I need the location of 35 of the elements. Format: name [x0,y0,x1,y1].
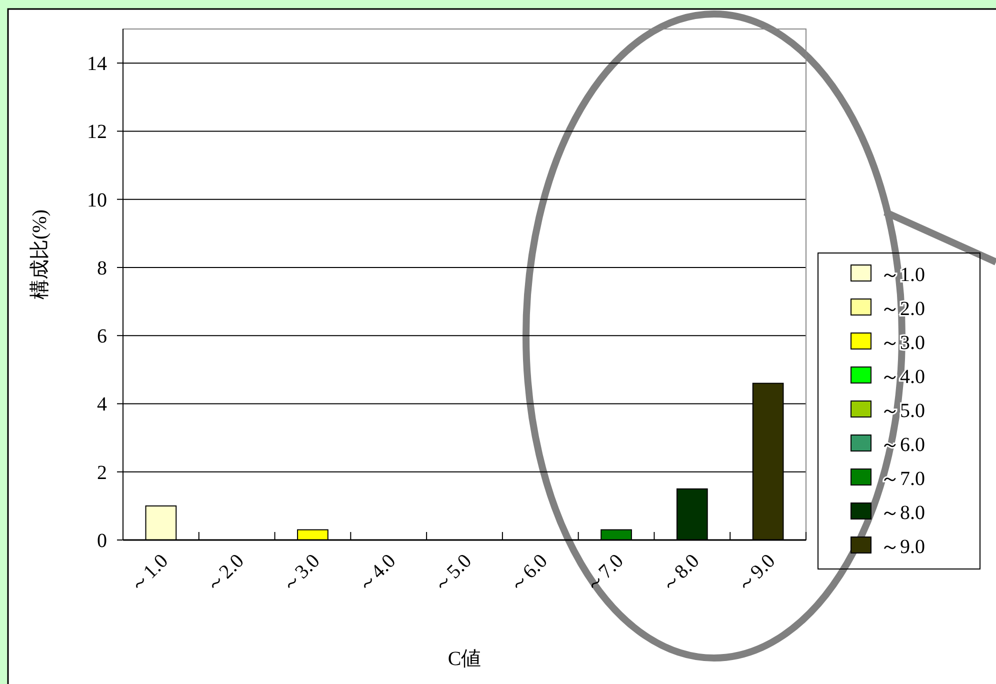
legend-item: ～1.0 [850,264,925,286]
x-tick-label: ～8.0 [656,550,704,598]
ytick: 2 [97,462,107,484]
ytick: 4 [97,394,107,416]
x-tick-label: ～2.0 [200,550,248,598]
x-tick-label: ～1.0 [125,550,172,598]
legend-item: ～8.0 [850,502,925,524]
legend-label: ～1.0 [880,264,925,286]
x-tick-label: ～6.0 [504,550,552,598]
x-tick-label: ～7.0 [580,550,628,598]
ytick: 0 [97,530,107,552]
ytick: 6 [97,326,107,348]
ytick: 10 [87,189,107,212]
legend-item: ～4.0 [850,366,925,388]
legend-label: ～5.0 [880,400,925,422]
legend-item: ～3.0 [850,332,925,354]
x-tick-label: ～9.0 [732,550,780,598]
legend-item: ～7.0 [850,468,925,490]
legend-label: ～4.0 [880,366,925,388]
x-tick-label: ～5.0 [428,550,476,598]
x-axis-title: C値 [448,648,482,670]
legend-label: ～7.0 [880,468,925,490]
legend-item: ～5.0 [850,400,925,422]
ytick: 12 [87,121,107,144]
legend-label: ～3.0 [880,332,925,354]
y-axis-title: 構成比(%) [29,210,51,300]
x-tick-label: ～3.0 [276,550,324,598]
ytick: 8 [97,257,107,280]
legend-label: ～2.0 [880,298,925,320]
ytick: 14 [87,53,107,76]
legend-label: ～8.0 [880,502,925,524]
legend-item: ～2.0 [850,298,925,320]
legend-label: ～9.0 [880,536,925,558]
x-tick-label: ～4.0 [352,550,400,598]
legend-item: ～9.0 [850,536,925,558]
